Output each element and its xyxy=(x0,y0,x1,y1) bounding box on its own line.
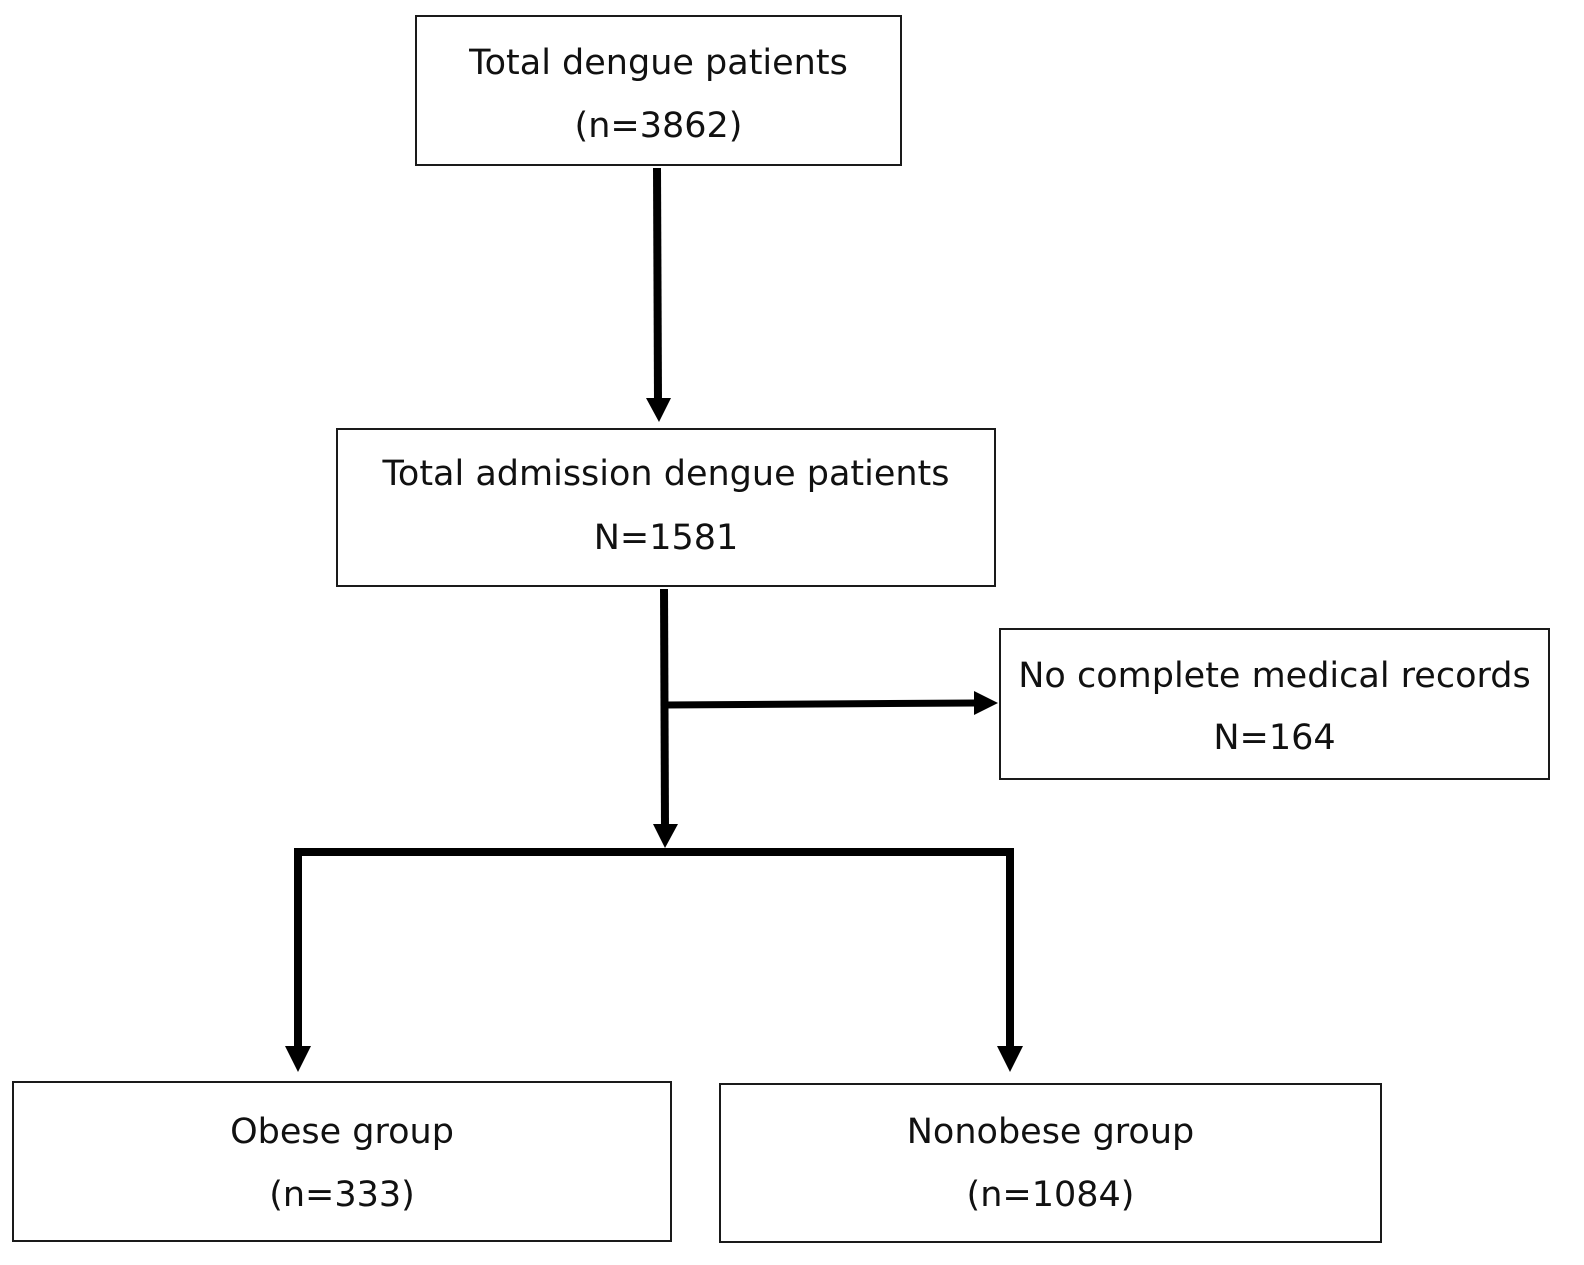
edge-admission-to-excluded xyxy=(664,699,977,709)
arrowhead-split xyxy=(653,824,678,848)
arrowhead-obese xyxy=(285,1046,311,1072)
arrowhead-nonobese xyxy=(997,1046,1023,1072)
node-title: Total admission dengue patients xyxy=(382,454,950,494)
node-title: Nonobese group xyxy=(906,1112,1195,1152)
node-title: Total dengue patients xyxy=(469,43,848,83)
node-count: N=1581 xyxy=(593,518,739,558)
node-count: N=164 xyxy=(1213,718,1336,758)
edge-total-to-admission xyxy=(653,167,662,403)
node-incomplete-records: No complete medical records N=164 xyxy=(999,628,1550,780)
node-nonobese-group: Nonobese group (n=1084) xyxy=(719,1083,1382,1243)
node-title: Obese group xyxy=(230,1112,454,1152)
node-count: (n=333) xyxy=(269,1175,415,1215)
node-total-admission: Total admission dengue patients N=1581 xyxy=(336,428,996,587)
node-total-dengue-patients: Total dengue patients (n=3862) xyxy=(415,15,902,166)
node-count: (n=3862) xyxy=(574,106,743,146)
node-title: No complete medical records xyxy=(1018,656,1531,696)
node-obese-group: Obese group (n=333) xyxy=(12,1081,672,1242)
arrowhead-excluded xyxy=(974,691,998,715)
edge-admission-trunk xyxy=(660,588,669,829)
node-count: (n=1084) xyxy=(966,1175,1135,1215)
arrowhead-admission xyxy=(646,398,671,422)
